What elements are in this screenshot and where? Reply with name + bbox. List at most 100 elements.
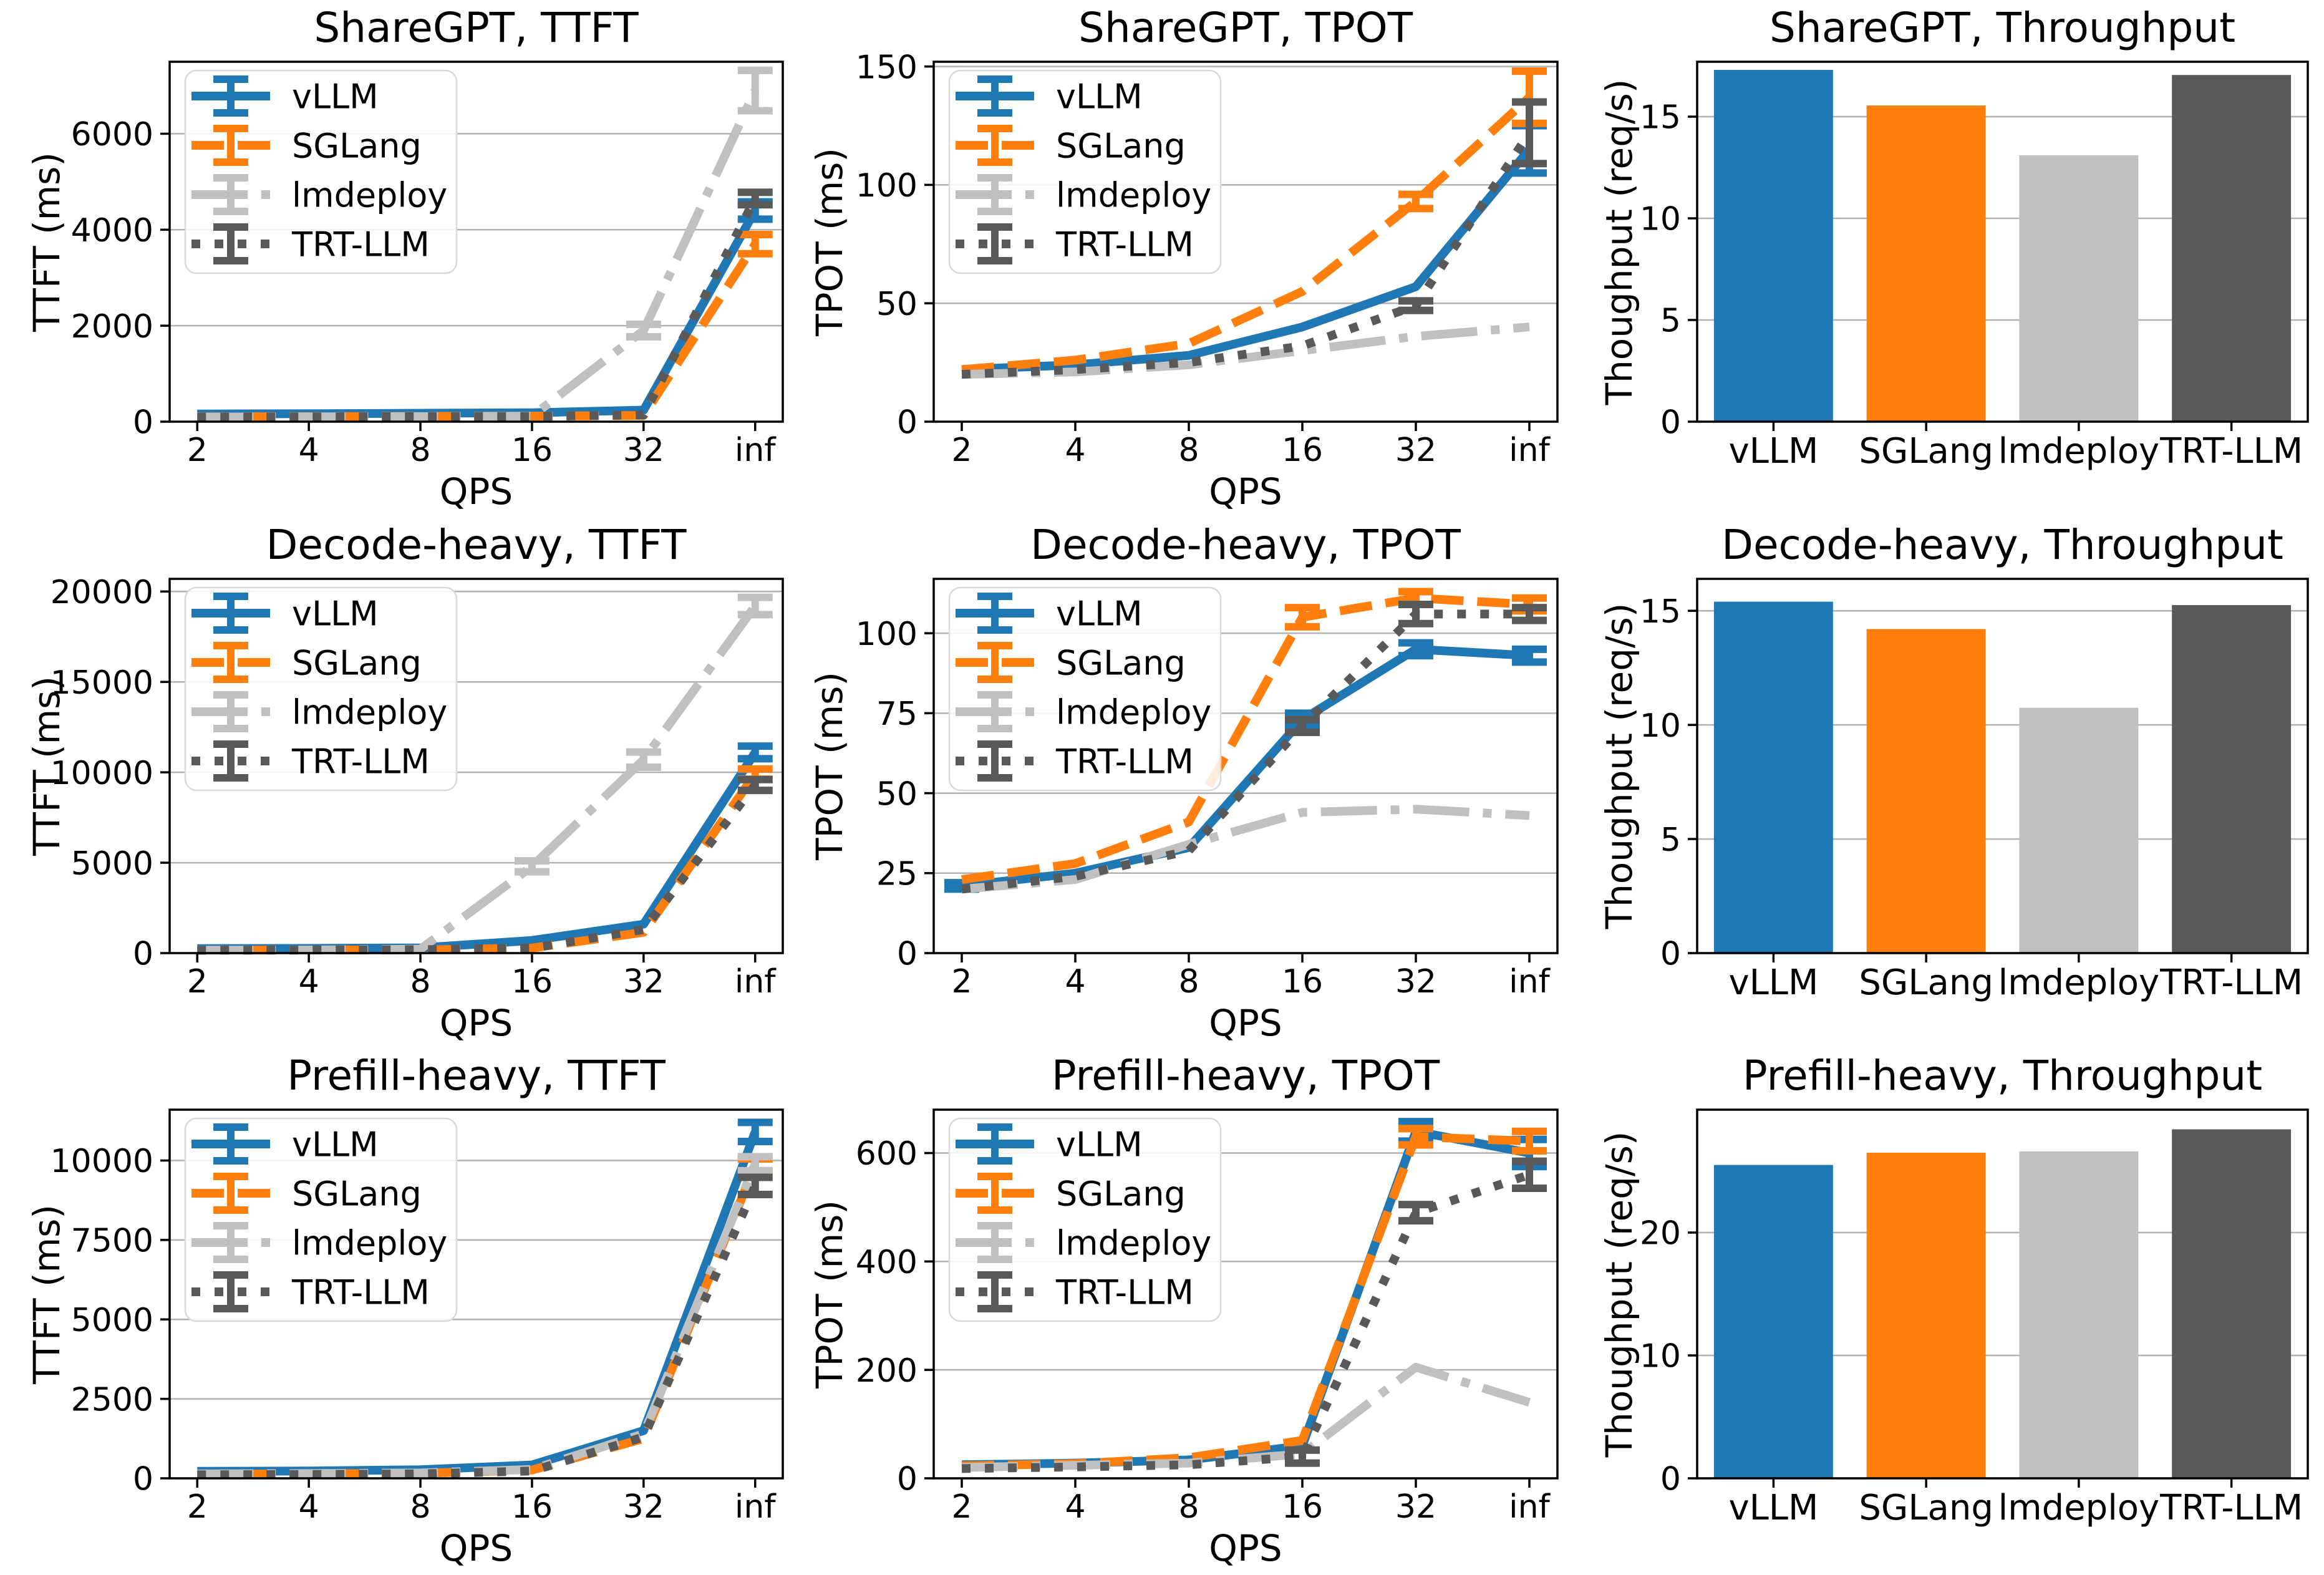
legend-label: vLLM (1056, 594, 1143, 633)
y-tick-label: 0 (897, 404, 917, 442)
legend-label: SGLang (292, 1174, 422, 1213)
error-bar (1398, 601, 1433, 628)
error-bar (737, 742, 773, 763)
y-tick-label: 5000 (71, 1302, 153, 1339)
y-tick-label: 0 (1660, 936, 1681, 973)
bar-SGLang (1866, 629, 1986, 953)
bar-vLLM (1713, 601, 1833, 953)
legend-label: SGLang (292, 643, 422, 682)
x-category-label: TRT-LLM (2159, 962, 2303, 1003)
plot-border (1696, 578, 2309, 954)
y-tick-label: 2500 (71, 1381, 153, 1418)
series-TRT-LLM-line (961, 609, 1529, 894)
legend-label: SGLang (1056, 643, 1186, 682)
error-bar (737, 1173, 773, 1199)
y-axis-label: TPOT (ms) (808, 1199, 851, 1388)
x-category-label: vLLM (1728, 1488, 1818, 1528)
x-axis-label: QPS (1209, 470, 1282, 513)
legend-errorbar-sample (977, 1173, 1012, 1214)
x-axis-label: QPS (1209, 1527, 1282, 1569)
error-bar (737, 1153, 773, 1175)
error-bar (737, 1118, 773, 1145)
error-bar (514, 857, 550, 876)
x-category-label: SGLang (1859, 431, 1993, 472)
error-bar (737, 230, 773, 258)
y-tick-label: 10 (1640, 201, 1681, 238)
plot-border (932, 1108, 1559, 1480)
chart-title: Prefill-heavy, Throughput (1742, 1052, 2263, 1100)
chart-title: Decode-heavy, TPOT (1030, 521, 1461, 569)
error-bar (737, 775, 773, 795)
legend: vLLM SGLang lmdeploy TRT-LLM (184, 586, 458, 792)
y-tick-label: 200 (856, 1352, 917, 1390)
x-tick-label: 2 (951, 1488, 972, 1526)
y-axis-label: Thoughput (req/s) (1598, 603, 1640, 929)
legend-errorbar-sample (977, 223, 1012, 264)
error-bar (1512, 645, 1547, 666)
legend-label: SGLang (1056, 1174, 1186, 1213)
x-tick-label: 2 (187, 963, 208, 1001)
x-tick-label: inf (735, 432, 777, 469)
legend-errorbar-sample (977, 740, 1012, 782)
y-tick-label: 0 (133, 1461, 153, 1498)
x-tick-label: 2 (187, 1488, 208, 1526)
error-bar (626, 320, 661, 341)
legend-label: vLLM (292, 594, 379, 633)
y-axis-label: TTFT (ms) (26, 676, 68, 856)
x-tick-label: 8 (410, 1488, 431, 1526)
legend-errorbar-sample (213, 75, 248, 117)
chart-group-2: vLLM SGLang lmdeploy TRT-LLM 0 5 10 15 (1640, 61, 2309, 472)
series-TRT-LLM-line (197, 1184, 760, 1480)
y-axis-label: TTFT (ms) (26, 1204, 68, 1384)
y-tick-label: 6000 (71, 116, 153, 153)
x-category-label: TRT-LLM (2159, 1488, 2303, 1528)
legend-errorbar-sample (977, 75, 1012, 117)
x-axis-label: QPS (439, 1002, 513, 1044)
x-tick-label: inf (1509, 963, 1551, 1001)
legend-label: TRT-LLM (291, 225, 430, 264)
y-tick-label: 20 (1640, 1215, 1681, 1253)
legend-errorbar-sample (977, 593, 1012, 634)
y-axis-label: TTFT (ms) (26, 152, 68, 332)
y-tick-label: 0 (1660, 1461, 1681, 1498)
y-tick-label: 15 (1640, 99, 1681, 137)
error-bar (1398, 1201, 1433, 1225)
series-SGLang-line (961, 94, 1532, 374)
plot-border (168, 1108, 784, 1480)
y-tick-label: 25 (876, 856, 917, 893)
chart-group-1: 2 4 8 16 32 inf 0 50 100 150 vLLM SGLang lmdeploy TRT… (856, 49, 1559, 469)
y-tick-label: 600 (856, 1135, 917, 1173)
legend: vLLM SGLang lmdeploy TRT-LLM (948, 586, 1222, 792)
chart-title: Decode-heavy, Throughput (1721, 521, 2283, 569)
legend-errorbar-sample (977, 691, 1012, 732)
y-tick-label: 5 (1660, 303, 1681, 340)
x-tick-label: 2 (951, 432, 972, 469)
x-tick-label: 16 (511, 1488, 553, 1526)
y-tick-label: 400 (856, 1244, 917, 1281)
error-bar (1512, 98, 1547, 168)
legend-errorbar-sample (977, 125, 1012, 166)
x-tick-label: 8 (410, 432, 431, 469)
legend-label: vLLM (1056, 1125, 1143, 1164)
x-category-label: lmdeploy (1998, 431, 2160, 472)
y-tick-label: 15000 (51, 664, 153, 702)
error-bar (1285, 715, 1320, 737)
bar-SGLang (1866, 1152, 1986, 1478)
series-TRT-LLM-line (961, 1170, 1531, 1473)
legend-label: lmdeploy (292, 1223, 447, 1262)
x-tick-label: 4 (299, 1488, 319, 1526)
x-tick-label: inf (1509, 432, 1551, 469)
legend-errorbar-sample (213, 1123, 248, 1165)
y-tick-label: 20000 (51, 574, 153, 611)
y-tick-label: 7500 (71, 1223, 153, 1260)
legend-box (184, 69, 458, 274)
legend-label: TRT-LLM (1055, 225, 1194, 264)
legend-label: SGLang (1056, 126, 1186, 165)
y-tick-label: 100 (856, 616, 917, 653)
bar-lmdeploy (2019, 1151, 2139, 1478)
legend-label: SGLang (292, 126, 422, 165)
legend-box (948, 1117, 1222, 1322)
plot-border (1696, 1108, 2309, 1480)
bar-SGLang (1866, 105, 1986, 422)
error-bar (1512, 604, 1547, 624)
